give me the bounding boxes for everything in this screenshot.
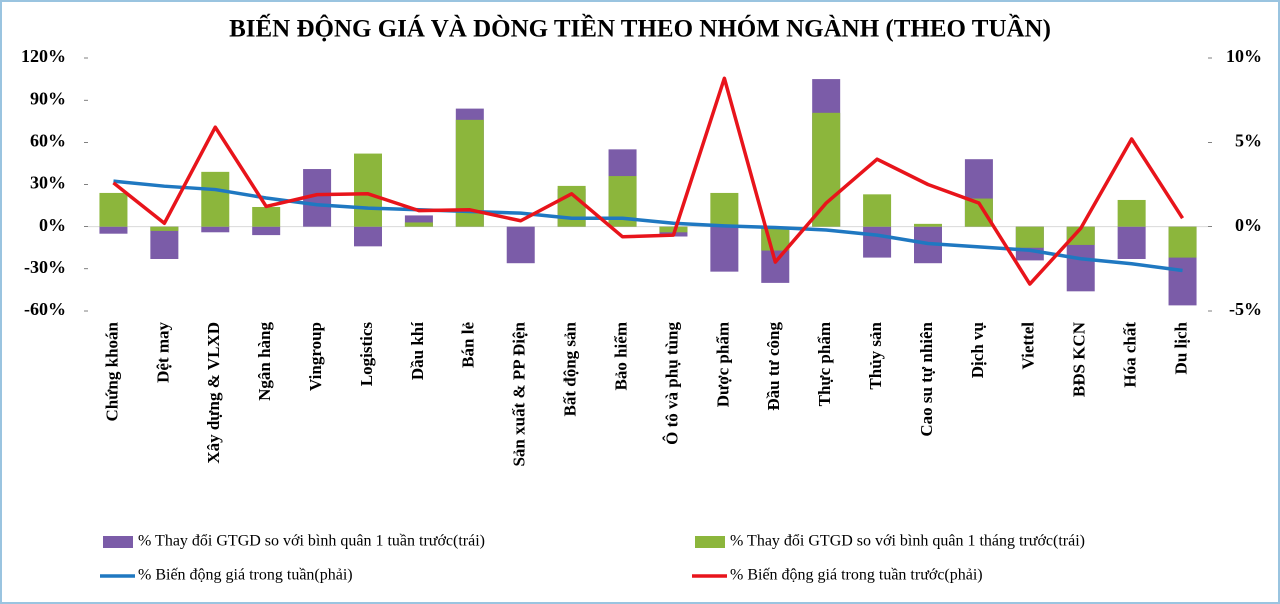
x-tick-label: Dầu khí — [408, 322, 427, 380]
y-tick-label: -60% — [24, 299, 66, 319]
x-tick-label: Chứng khoán — [102, 321, 121, 421]
y2-tick-label: -5% — [1229, 299, 1262, 319]
x-tick-label: Ngân hàng — [255, 322, 274, 401]
x-tick-label: Du lịch — [1171, 321, 1190, 374]
bar — [150, 226, 179, 231]
x-tick-label: Dược phẩm — [713, 322, 732, 407]
y-tick-label: 120% — [21, 46, 66, 66]
legend-label: % Thay đổi GTGD so với bình quân 1 tuần … — [138, 533, 485, 550]
x-tick-label: BĐS KCN — [1070, 321, 1089, 397]
legend-label: % Biến động giá trong tuần trước(phải) — [730, 567, 983, 584]
bar — [201, 171, 230, 227]
legend-swatch — [695, 536, 725, 548]
x-tick-label: Ô tô và phụ tùng — [662, 322, 681, 445]
x-tick-label: Sản xuất & PP Điện — [510, 321, 529, 466]
x-tick-label: Xây dựng & VLXD — [204, 322, 223, 464]
x-tick-label: Bảo hiểm — [611, 322, 630, 390]
bar — [710, 226, 739, 272]
y-tick-label: 90% — [30, 88, 66, 108]
x-tick-label: Logistics — [357, 322, 376, 387]
bar — [863, 226, 892, 258]
x-tick-label: Vingroup — [306, 322, 325, 391]
bar — [404, 222, 433, 227]
bar — [252, 206, 281, 227]
x-tick-label: Thực phẩm — [815, 322, 834, 406]
bar — [404, 215, 433, 227]
x-tick-label: Viettel — [1019, 322, 1038, 370]
y-tick-label: -30% — [24, 257, 66, 277]
x-tick-label: Bất động sản — [561, 321, 580, 416]
x-tick-label: Dệt may — [153, 322, 172, 383]
bar — [1066, 226, 1095, 245]
line — [112, 76, 1185, 286]
x-tick-label: Hóa chất — [1121, 322, 1140, 388]
bar — [1015, 226, 1044, 248]
bar — [252, 226, 281, 236]
bar — [1117, 226, 1146, 259]
chart-title: BIẾN ĐỘNG GIÁ VÀ DÒNG TIỀN THEO NHÓM NGÀ… — [229, 14, 1051, 43]
y2-tick-label: 10% — [1226, 46, 1262, 66]
bar — [354, 226, 382, 247]
bar — [863, 194, 892, 227]
bar — [710, 192, 739, 227]
legend-label: % Thay đổi GTGD so với bình quân 1 tháng… — [730, 533, 1085, 550]
legend-swatch — [103, 536, 133, 548]
bar — [506, 226, 535, 264]
y-tick-label: 60% — [30, 130, 66, 150]
bar — [201, 226, 230, 233]
bar — [914, 223, 942, 227]
y2-tick-label: 0% — [1235, 215, 1262, 235]
bar — [150, 226, 179, 259]
y-tick-label: 0% — [39, 215, 66, 235]
y2-tick-label: 5% — [1235, 130, 1262, 150]
x-tick-label: Đầu tư công — [764, 322, 783, 411]
bar — [354, 153, 382, 227]
x-tick-label: Cao su tự nhiên — [917, 321, 936, 436]
bar — [99, 226, 128, 234]
bar — [1168, 226, 1197, 258]
y-tick-label: 30% — [30, 173, 66, 193]
bar — [812, 112, 841, 227]
x-tick-label: Dịch vụ — [968, 322, 987, 378]
bar — [1117, 199, 1146, 227]
bar — [557, 185, 586, 227]
bar — [99, 192, 128, 227]
x-tick-label: Bán lẻ — [459, 322, 478, 368]
x-tick-label: Thủy sản — [866, 321, 885, 389]
legend-label: % Biến động giá trong tuần(phải) — [138, 567, 353, 584]
